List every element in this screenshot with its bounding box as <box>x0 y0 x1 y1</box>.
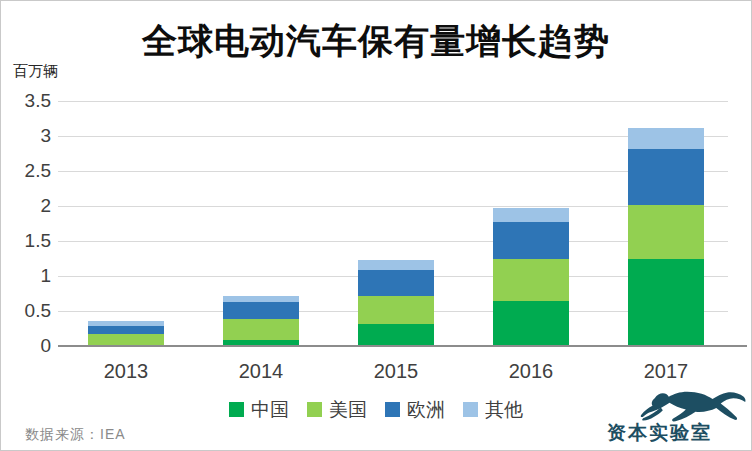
legend-item-欧洲: 欧洲 <box>385 400 445 419</box>
y-axis-tick-label: 2 <box>1 196 51 216</box>
legend-swatch-icon <box>229 402 244 417</box>
bar-segment-美国-2014 <box>223 319 299 340</box>
bar-segment-美国-2017 <box>628 205 704 259</box>
capitallab-logo: 资本实验室 <box>601 379 751 449</box>
leopard-silhouette <box>641 392 746 422</box>
y-axis-tick-label: 2.5 <box>1 161 51 181</box>
bar-segment-其他-2014 <box>223 296 299 302</box>
y-axis-tick-label: 1.5 <box>1 231 51 251</box>
bar-segment-欧洲-2016 <box>493 222 569 259</box>
bar-segment-中国-2017 <box>628 259 704 346</box>
bar-segment-欧洲-2015 <box>358 270 434 297</box>
x-axis-tick-label: 2014 <box>201 359 321 383</box>
y-axis-tick-label: 3.5 <box>1 91 51 111</box>
logo-text: 资本实验室 <box>607 423 712 442</box>
y-axis-tick-label: 1 <box>1 266 51 286</box>
legend-item-其他: 其他 <box>463 400 523 419</box>
bar-segment-中国-2015 <box>358 324 434 346</box>
y-axis-tick-label: 0.5 <box>1 301 51 321</box>
chart-image: 全球电动汽车保有量增长趋势 百万辆 00.511.522.533.5201320… <box>0 0 752 451</box>
bar-segment-欧洲-2017 <box>628 149 704 205</box>
legend-swatch-icon <box>463 402 478 417</box>
x-axis-tick-label: 2016 <box>471 359 591 383</box>
bar-segment-欧洲-2013 <box>88 326 164 334</box>
bar-segment-其他-2016 <box>493 208 569 222</box>
x-axis-tick-label: 2013 <box>66 359 186 383</box>
bar-segment-其他-2015 <box>358 260 434 270</box>
y-axis-tick-label: 3 <box>1 126 51 146</box>
bar-segment-欧洲-2014 <box>223 302 299 319</box>
legend-label: 其他 <box>485 400 523 419</box>
legend-item-中国: 中国 <box>229 400 289 419</box>
bar-segment-其他-2013 <box>88 321 164 327</box>
bar-segment-美国-2013 <box>88 334 164 345</box>
legend-item-美国: 美国 <box>307 400 367 419</box>
x-axis-tick-label: 2015 <box>336 359 456 383</box>
gridline <box>58 101 728 102</box>
y-axis-tick-label: 0 <box>1 336 51 356</box>
legend-swatch-icon <box>385 402 400 417</box>
data-source-note: 数据来源：IEA <box>25 426 126 443</box>
legend-label: 中国 <box>251 400 289 419</box>
x-axis-line <box>58 345 747 347</box>
legend-label: 美国 <box>329 400 367 419</box>
bar-segment-美国-2016 <box>493 259 569 301</box>
legend-swatch-icon <box>307 402 322 417</box>
legend-label: 欧洲 <box>407 400 445 419</box>
bar-segment-中国-2016 <box>493 301 569 346</box>
bar-segment-美国-2015 <box>358 296 434 324</box>
bar-segment-其他-2017 <box>628 128 704 150</box>
